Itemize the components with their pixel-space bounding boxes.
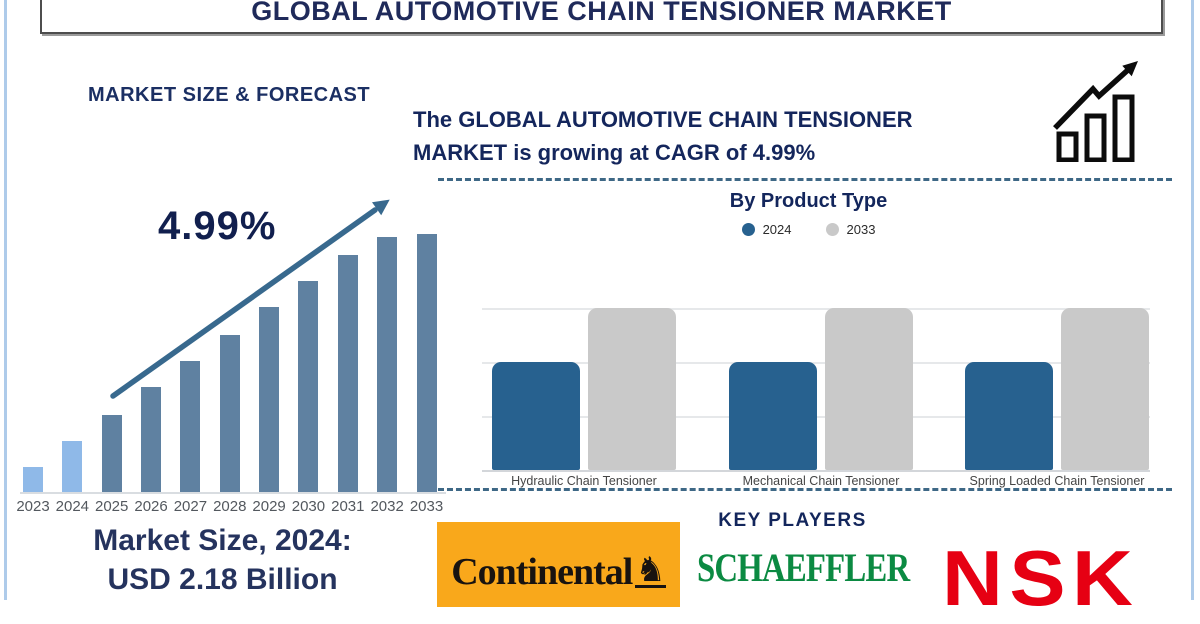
- forecast-x-axis-label: 2023: [16, 498, 50, 515]
- product-chart-legend: 2024 2033: [445, 222, 1172, 237]
- forecast-x-axis-label: 2032: [370, 498, 404, 515]
- forecast-x-axis-label: 2028: [213, 498, 247, 515]
- product-chart-title: By Product Type: [729, 190, 888, 212]
- forecast-x-axis-label: 2026: [134, 498, 168, 515]
- nsk-logo: NSK: [942, 534, 1140, 622]
- product-chart-gridline: [482, 308, 1150, 310]
- product-bar-2033-mechanical-chain-tensioner: [825, 308, 913, 470]
- product-type-chart: Hydraulic Chain Tensioner Mechanical Chai…: [482, 300, 1172, 495]
- forecast-bar-2031: [337, 255, 358, 493]
- growth-bars-arrow-icon: [1053, 61, 1138, 162]
- legend-dot: [741, 223, 755, 236]
- legend-dot: [825, 223, 839, 236]
- legend-label: 2033: [846, 222, 876, 237]
- legend-item-2033: 2033: [825, 222, 876, 237]
- title-box: GLOBAL AUTOMOTIVE CHAIN TENSIONER MARKET: [40, 0, 1163, 34]
- legend-label: 2024: [762, 222, 792, 237]
- product-category-label: Mechanical Chain Tensioner: [742, 474, 900, 488]
- forecast-bar-2027: [180, 361, 201, 493]
- forecast-bar-2024: [62, 441, 83, 493]
- market-forecast-heading: MARKET SIZE & FORECAST: [88, 84, 371, 106]
- product-category-label: Hydraulic Chain Tensioner: [511, 474, 657, 488]
- legend-item-2024: 2024: [741, 222, 792, 237]
- left-edge-accent: [4, 0, 7, 600]
- forecast-bar-2029: [259, 307, 280, 493]
- forecast-bar-2026: [141, 387, 162, 493]
- dashed-divider-top: [438, 178, 1172, 181]
- trend-arrow-icon: [110, 199, 390, 399]
- market-size-line1: Market Size, 2024:: [93, 524, 352, 557]
- product-bar-2033-spring-loaded-chain-tensioner: [1061, 308, 1149, 470]
- forecast-bar-2025: [101, 415, 122, 493]
- forecast-x-axis-label: 2024: [55, 498, 90, 515]
- right-edge-accent: [1191, 0, 1194, 600]
- key-players-heading: KEY PLAYERS: [718, 510, 867, 531]
- product-chart-gridline: [482, 362, 1150, 364]
- forecast-x-axis-label: 2027: [173, 498, 208, 515]
- cagr-annotation: 4.99%: [158, 204, 277, 248]
- forecast-x-axis-label: 2031: [331, 498, 365, 515]
- rearing-horse-icon: ♞: [635, 550, 666, 589]
- product-chart-baseline: [482, 470, 1150, 472]
- forecast-bar-2032: [377, 237, 398, 493]
- forecast-chart-baseline: [20, 492, 446, 494]
- forecast-bar-2033: [416, 234, 437, 493]
- market-size-line2: USD 2.18 Billion: [107, 563, 338, 596]
- page-title: GLOBAL AUTOMOTIVE CHAIN TENSIONER MARKET: [251, 0, 952, 26]
- product-category-label: Spring Loaded Chain Tensioner: [969, 474, 1145, 488]
- dashed-divider-bottom: [438, 488, 1172, 491]
- continental-wordmark: Continental: [451, 550, 633, 593]
- forecast-bar-2030: [298, 281, 319, 493]
- forecast-x-axis-label: 2025: [95, 498, 129, 515]
- market-size-forecast-chart: 2023 2024 2025 2026 2027 2028 2029 2030 2031 2032…: [16, 233, 447, 523]
- product-bar-2024-hydraulic-chain-tensioner: [492, 362, 580, 470]
- product-bar-2033-hydraulic-chain-tensioner: [588, 308, 676, 470]
- product-bar-2024-spring-loaded-chain-tensioner: [965, 362, 1053, 470]
- forecast-x-axis-label: 2030: [291, 498, 326, 515]
- forecast-x-axis-label: 2033: [409, 498, 444, 515]
- growth-banner-line1: The GLOBAL AUTOMOTIVE CHAIN TENSIONER: [413, 107, 913, 132]
- growth-banner-line2: MARKET is growing at CAGR of 4.99%: [413, 140, 816, 165]
- market-size-value: Market Size, 2024: USD 2.18 Billion: [60, 521, 385, 599]
- product-bar-2024-mechanical-chain-tensioner: [729, 362, 817, 470]
- forecast-x-axis-label: 2029: [252, 498, 286, 515]
- forecast-bar-2023: [23, 467, 43, 493]
- schaeffler-logo: SCHAEFFLER: [697, 545, 910, 590]
- continental-logo: Continental ♞: [437, 522, 680, 607]
- growth-banner-text: The GLOBAL AUTOMOTIVE CHAIN TENSIONER MA…: [413, 103, 1073, 169]
- forecast-bar-2028: [219, 335, 240, 493]
